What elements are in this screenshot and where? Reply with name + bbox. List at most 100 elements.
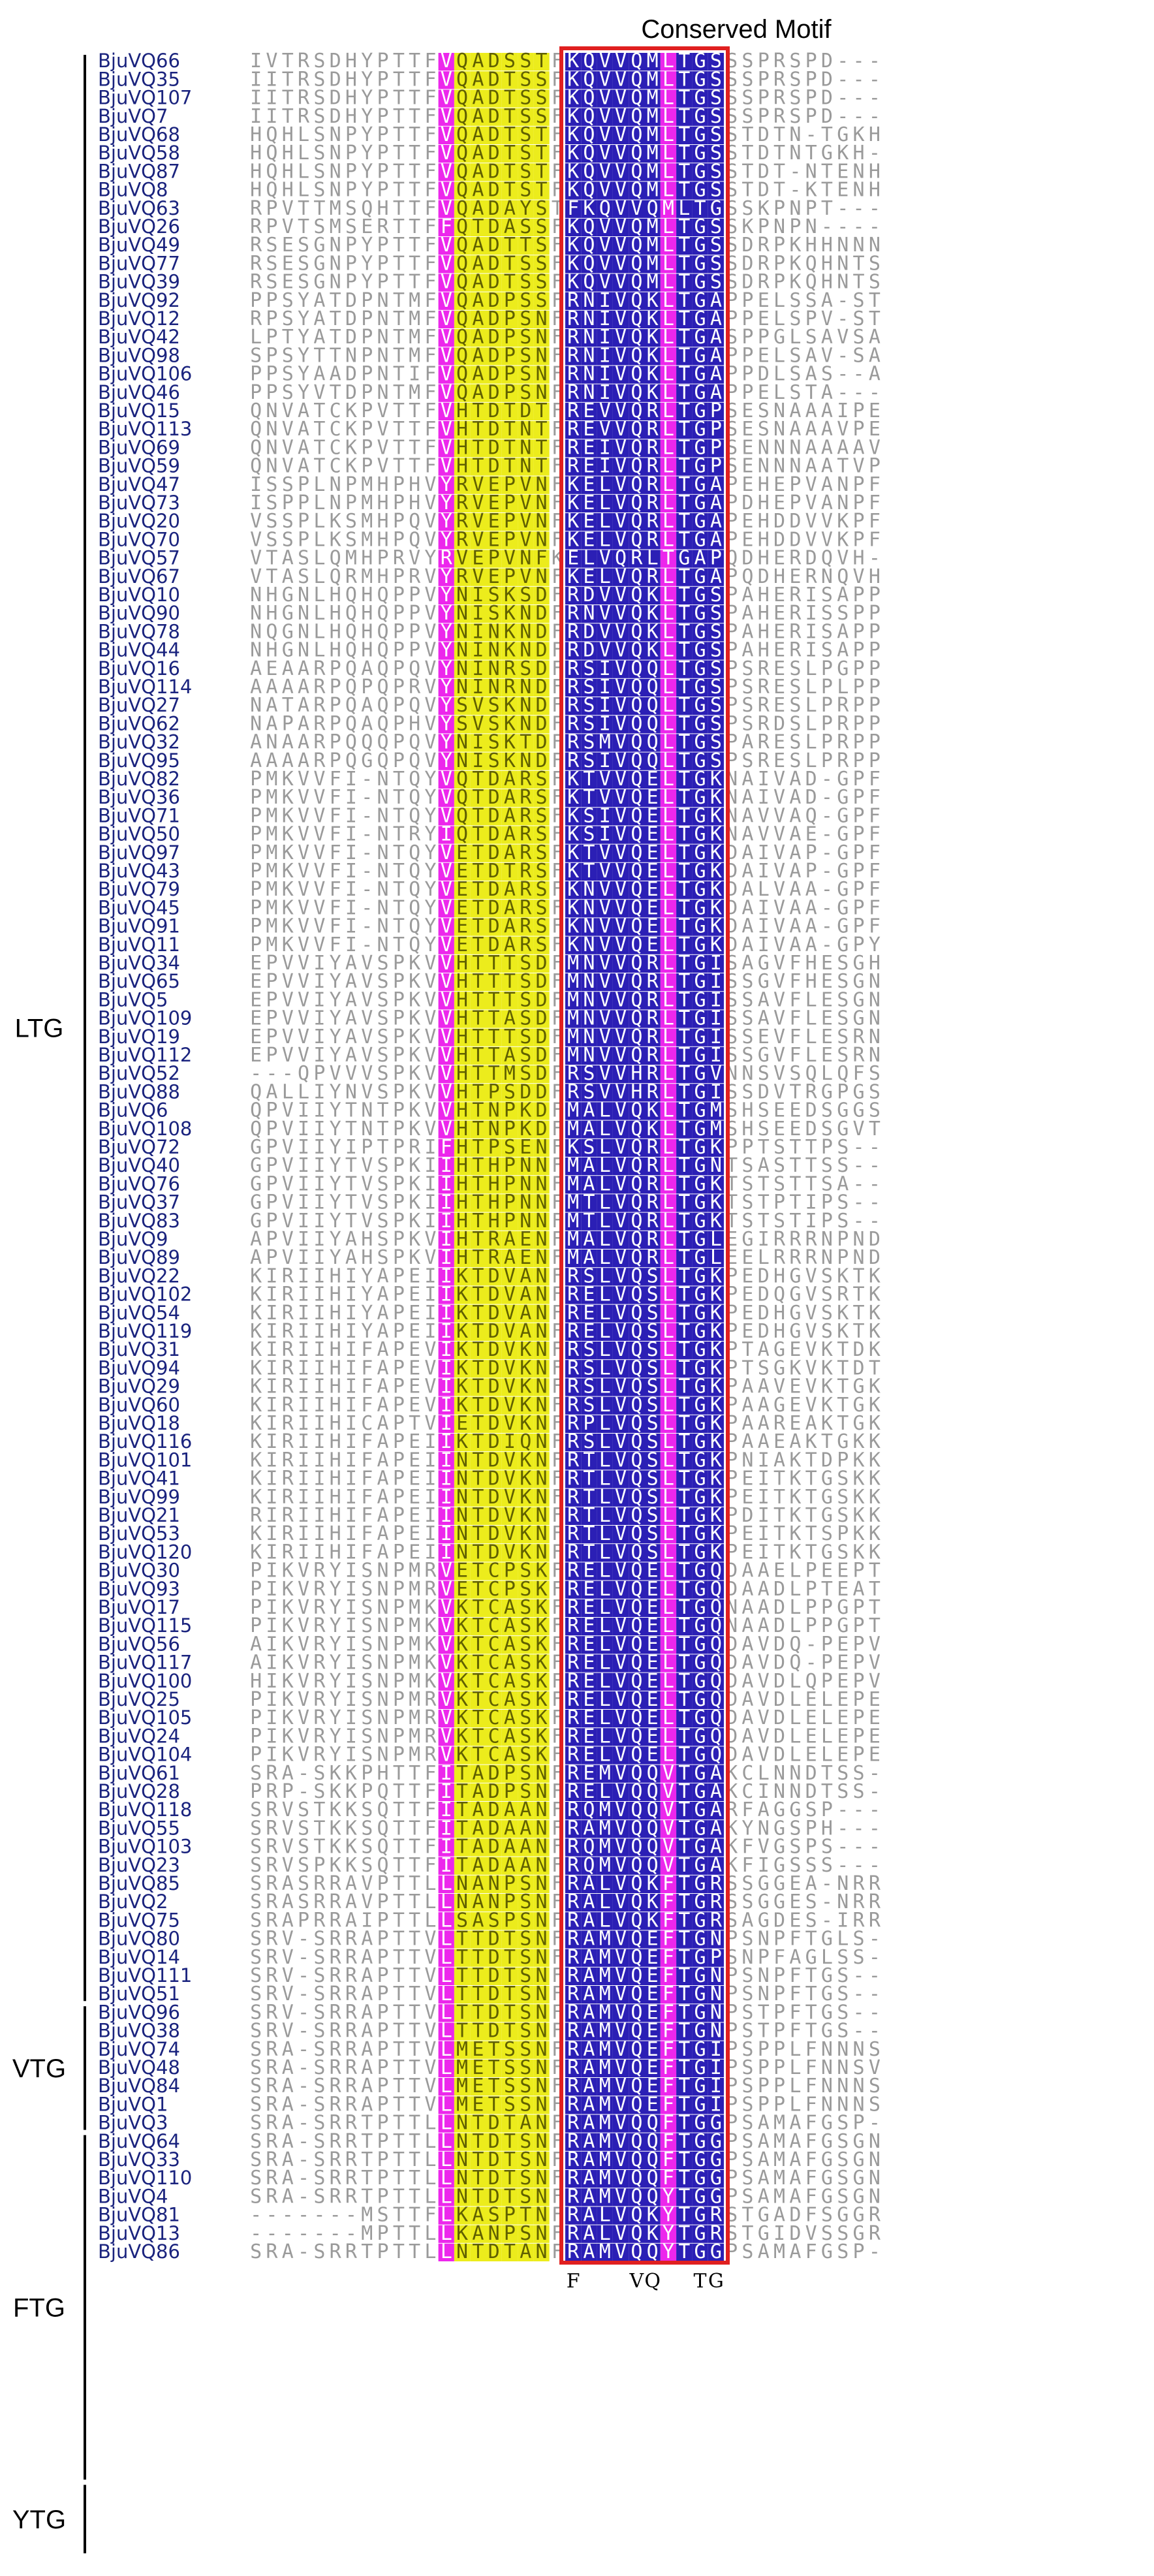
residue: Q bbox=[266, 123, 277, 146]
residue-highlight bbox=[501, 71, 518, 89]
residue: S bbox=[520, 50, 531, 72]
residue: S bbox=[710, 87, 722, 110]
residue: Q bbox=[631, 87, 642, 110]
residue: - bbox=[853, 68, 865, 91]
residue: S bbox=[789, 87, 801, 110]
sequence-row: BjuVQ107 I I T R S D H Y P T T F V Q A D T S S F K Q V V Q M L T G S S S… bbox=[98, 87, 881, 110]
residue: L bbox=[663, 87, 674, 110]
residue: Y bbox=[361, 68, 373, 91]
residue: T bbox=[409, 123, 420, 146]
residue: P bbox=[345, 123, 357, 146]
residue: G bbox=[694, 50, 706, 72]
residue: T bbox=[409, 68, 420, 91]
residue: T bbox=[678, 68, 690, 91]
residue: D bbox=[488, 105, 500, 128]
residue: M bbox=[647, 87, 659, 110]
residue: S bbox=[710, 50, 722, 72]
residue: M bbox=[647, 105, 659, 128]
residue-highlight bbox=[660, 53, 677, 71]
residue: V bbox=[599, 87, 611, 110]
residue-highlight bbox=[581, 71, 597, 89]
residue: I bbox=[250, 105, 262, 128]
residue: T bbox=[393, 50, 405, 72]
residue: D bbox=[330, 105, 341, 128]
residue: H bbox=[345, 105, 357, 128]
residue-highlight bbox=[597, 53, 613, 71]
residue: I bbox=[250, 68, 262, 91]
residue: F bbox=[424, 87, 436, 110]
residue: V bbox=[441, 68, 452, 91]
residue: S bbox=[789, 105, 801, 128]
residue-highlight bbox=[438, 71, 454, 89]
residue-highlight bbox=[660, 71, 677, 89]
residue: T bbox=[393, 87, 405, 110]
residue: P bbox=[758, 68, 770, 91]
residue: - bbox=[837, 50, 849, 72]
residue: V bbox=[615, 87, 627, 110]
residue: N bbox=[330, 123, 341, 146]
residue: P bbox=[377, 68, 389, 91]
residue: P bbox=[805, 68, 817, 91]
residue-highlight bbox=[501, 108, 518, 126]
residue: R bbox=[773, 87, 786, 110]
residue: S bbox=[536, 68, 548, 91]
residue-highlight bbox=[486, 53, 502, 71]
residue: S bbox=[789, 68, 801, 91]
residue: L bbox=[663, 68, 674, 91]
residue: S bbox=[536, 105, 548, 128]
residue-highlight bbox=[438, 89, 454, 108]
residue: M bbox=[647, 50, 659, 72]
residue: I bbox=[266, 105, 277, 128]
residue: S bbox=[536, 87, 548, 110]
sequence-name: BjuVQ68 bbox=[98, 123, 180, 146]
residue: P bbox=[377, 123, 389, 146]
residue: Q bbox=[456, 68, 468, 91]
residue-highlight bbox=[501, 53, 518, 71]
residue: S bbox=[313, 50, 325, 72]
residue-highlight bbox=[518, 89, 534, 108]
residue: V bbox=[599, 68, 611, 91]
residue-highlight bbox=[486, 108, 502, 126]
residue: T bbox=[282, 68, 294, 91]
residue-highlight bbox=[612, 53, 629, 71]
residue-highlight bbox=[597, 108, 613, 126]
residue-highlight bbox=[629, 89, 645, 108]
residue: - bbox=[837, 105, 849, 128]
residue-highlight bbox=[470, 71, 486, 89]
residue: T bbox=[504, 87, 516, 110]
residue-highlight bbox=[565, 89, 582, 108]
residue: Q bbox=[456, 50, 468, 72]
residue: T bbox=[393, 123, 405, 146]
residue: S bbox=[520, 87, 531, 110]
residue-highlight bbox=[581, 108, 597, 126]
residue-highlight bbox=[692, 108, 708, 126]
residue: S bbox=[504, 50, 516, 72]
residue-highlight bbox=[454, 108, 471, 126]
residue-highlight bbox=[518, 71, 534, 89]
residue-highlight bbox=[470, 108, 486, 126]
residue: M bbox=[647, 68, 659, 91]
residue-highlight bbox=[708, 89, 724, 108]
residue: H bbox=[345, 68, 357, 91]
group-label: VTG bbox=[12, 2054, 66, 2083]
residue: D bbox=[488, 87, 500, 110]
residue: V bbox=[266, 50, 277, 72]
residue-highlight bbox=[565, 108, 582, 126]
residue: F bbox=[424, 105, 436, 128]
residue: A bbox=[472, 105, 484, 128]
residue: V bbox=[615, 50, 627, 72]
residue: - bbox=[869, 87, 881, 110]
residue-highlight bbox=[708, 108, 724, 126]
residue: R bbox=[773, 68, 786, 91]
residue: P bbox=[758, 105, 770, 128]
residue-highlight bbox=[518, 53, 534, 71]
residue: A bbox=[472, 68, 484, 91]
residue: G bbox=[694, 87, 706, 110]
residue-highlight bbox=[470, 53, 486, 71]
residue: T bbox=[409, 87, 420, 110]
residue: D bbox=[821, 50, 833, 72]
residue: V bbox=[599, 105, 611, 128]
residue-highlight bbox=[612, 71, 629, 89]
residue: R bbox=[298, 87, 310, 110]
